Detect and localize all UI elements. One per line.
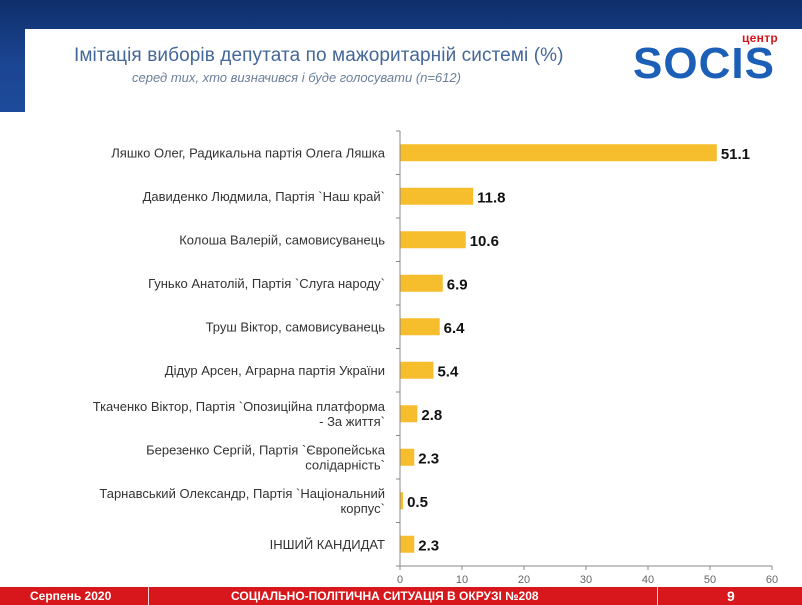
footer-date: Серпень 2020 <box>30 589 112 603</box>
data-label: 6.9 <box>447 276 468 293</box>
footer-divider <box>148 587 149 605</box>
bar <box>400 492 404 510</box>
category-label: Ляшко Олег, Радикальна партія Олега Ляшк… <box>111 145 385 160</box>
category-label: Давиденко Людмила, Партія `Наш край` <box>143 189 385 204</box>
x-tick-label: 30 <box>580 574 592 586</box>
category-label: Березенко Сергій, Партія `Європейська <box>146 442 386 457</box>
bar <box>400 535 415 553</box>
header-card <box>25 29 802 112</box>
bar <box>400 187 474 205</box>
category-label: ІНШИЙ КАНДИДАТ <box>270 537 385 552</box>
x-tick-label: 50 <box>704 574 716 586</box>
logo-small-text: центр <box>742 31 779 45</box>
category-label: Ткаченко Віктор, Партія `Опозиційна плат… <box>93 399 386 414</box>
bar <box>400 361 434 379</box>
data-label: 2.3 <box>418 537 439 554</box>
bar <box>400 144 717 162</box>
data-label: 2.3 <box>418 450 439 467</box>
category-label: - За життя` <box>319 414 385 429</box>
bar <box>400 318 440 336</box>
chart-title: Імітація виборів депутата по мажоритарні… <box>74 45 564 66</box>
logo-main-text: SOCIS <box>633 39 775 88</box>
bar <box>400 274 443 292</box>
data-label: 0.5 <box>407 494 428 511</box>
x-tick-label: 10 <box>456 574 468 586</box>
data-label: 51.1 <box>721 146 750 163</box>
chart-subtitle: серед тих, хто визначився і буде голосув… <box>132 70 461 85</box>
bar <box>400 448 415 466</box>
data-label: 6.4 <box>444 320 466 337</box>
x-tick-label: 0 <box>397 574 403 586</box>
x-tick-label: 60 <box>766 574 778 586</box>
category-label: Тарнавський Олександр, Партія `Національ… <box>99 486 385 501</box>
footer-page-number: 9 <box>727 588 735 604</box>
category-label: Дідур Арсен, Аграрна партія України <box>165 363 385 378</box>
footer-section-title: СОЦІАЛЬНО-ПОЛІТИЧНА СИТУАЦІЯ В ОКРУЗІ №2… <box>231 589 539 603</box>
x-tick-label: 40 <box>642 574 654 586</box>
x-tick-label: 20 <box>518 574 530 586</box>
data-label: 2.8 <box>421 407 442 424</box>
data-label: 5.4 <box>437 363 459 380</box>
bar <box>400 405 418 423</box>
data-label: 10.6 <box>470 233 499 250</box>
footer-bar: Серпень 2020 СОЦІАЛЬНО-ПОЛІТИЧНА СИТУАЦІ… <box>0 587 802 605</box>
category-label: Колоша Валерій, самовисуванець <box>179 232 385 247</box>
data-label: 11.8 <box>477 189 505 206</box>
category-label: солідарність` <box>305 457 385 472</box>
bar <box>400 231 466 249</box>
category-label: Труш Віктор, самовисуванець <box>206 319 386 334</box>
footer-divider <box>657 587 658 605</box>
category-label: Гунько Анатолій, Партія `Слуга народу` <box>148 276 385 291</box>
category-label: корпус` <box>340 501 385 516</box>
